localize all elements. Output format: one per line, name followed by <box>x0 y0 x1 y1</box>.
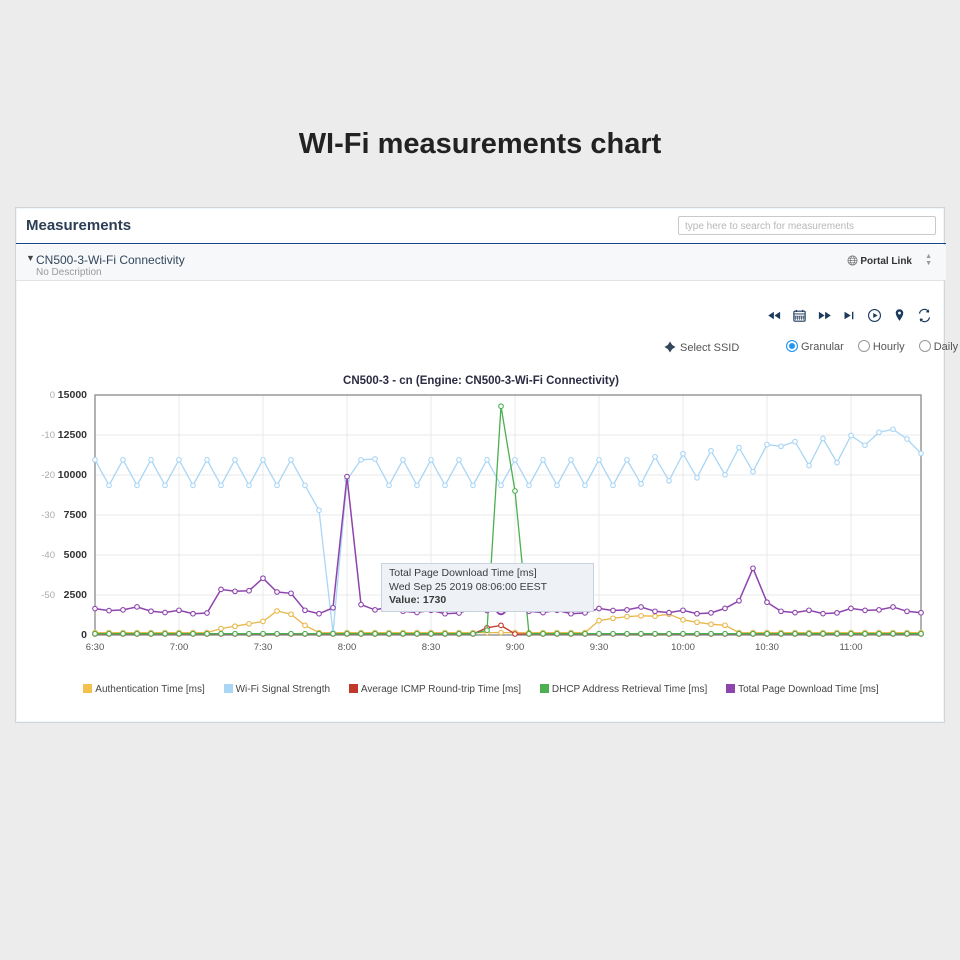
svg-text:6:30: 6:30 <box>86 642 105 653</box>
svg-text:8:30: 8:30 <box>422 642 441 653</box>
svg-text:-40: -40 <box>41 550 55 561</box>
svg-text:10000: 10000 <box>58 469 87 481</box>
svg-text:9:00: 9:00 <box>506 642 525 653</box>
svg-text:7500: 7500 <box>64 509 88 521</box>
svg-text:10:30: 10:30 <box>755 642 779 653</box>
svg-text:9:30: 9:30 <box>590 642 609 653</box>
svg-text:7:00: 7:00 <box>170 642 189 653</box>
svg-text:7:30: 7:30 <box>254 642 273 653</box>
svg-text:8:00: 8:00 <box>338 642 357 653</box>
svg-text:0: 0 <box>50 390 55 401</box>
svg-text:-20: -20 <box>41 470 55 481</box>
svg-text:12500: 12500 <box>58 429 87 441</box>
svg-text:0: 0 <box>81 629 87 641</box>
svg-text:11:00: 11:00 <box>839 642 862 653</box>
svg-text:-50: -50 <box>41 590 55 601</box>
svg-text:5000: 5000 <box>64 549 88 561</box>
svg-text:-30: -30 <box>41 510 55 521</box>
svg-text:2500: 2500 <box>64 589 88 601</box>
svg-text:-10: -10 <box>41 430 55 441</box>
svg-text:15000: 15000 <box>58 389 87 401</box>
svg-text:10:00: 10:00 <box>671 642 695 653</box>
